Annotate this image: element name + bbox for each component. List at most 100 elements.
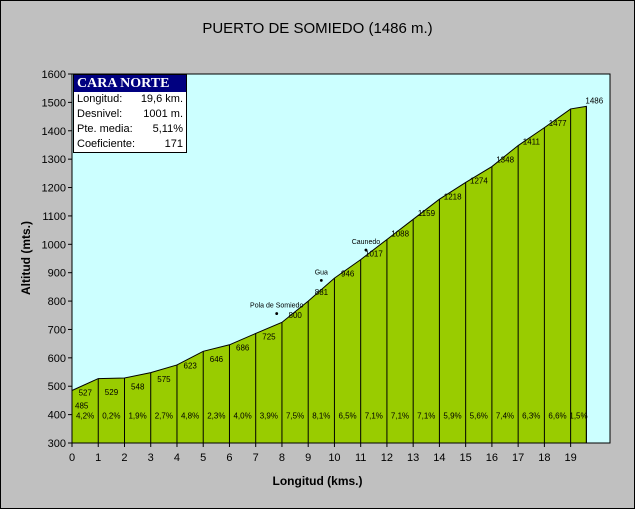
- info-row-pendiente: Pte. media: 5,11%: [74, 122, 186, 137]
- altitude-label: 527: [79, 389, 93, 398]
- info-row-coeficiente: Coeficiente: 171: [74, 137, 186, 152]
- altitude-label: 881: [315, 288, 329, 297]
- x-tick-label: 9: [305, 452, 311, 464]
- chart-title: PUERTO DE SOMIEDO (1486 m.): [202, 20, 433, 37]
- y-tick-label: 300: [48, 438, 66, 450]
- place-marker: [275, 312, 279, 315]
- place-marker: [364, 248, 368, 252]
- gradient-label: 7,1%: [365, 412, 383, 421]
- gradient-label: 1,5%: [569, 412, 587, 421]
- gradient-label: 3,9%: [260, 412, 278, 421]
- place-label: Pola de Somiedo: [250, 303, 303, 310]
- profile-area: [71, 105, 587, 444]
- altitude-label: 1218: [444, 192, 462, 201]
- y-tick-label: 1100: [42, 211, 66, 223]
- y-tick-label: 600: [48, 353, 66, 365]
- altitude-label: 1411: [523, 138, 541, 147]
- x-tick-label: 16: [486, 452, 498, 464]
- y-tick-label: 1400: [42, 126, 66, 138]
- x-tick-label: 15: [460, 452, 472, 464]
- gradient-label: 7,5%: [286, 412, 304, 421]
- gradient-label: 8,1%: [312, 412, 330, 421]
- x-tick-label: 2: [121, 452, 127, 464]
- gradient-label: 7,4%: [496, 412, 514, 421]
- gradient-label: 4,0%: [233, 412, 251, 421]
- info-value: 5,11%: [152, 123, 183, 135]
- info-label: Coeficiente:: [77, 138, 136, 150]
- place-marker: [319, 278, 323, 282]
- altitude-label: 1274: [470, 177, 488, 186]
- gradient-label: 2,3%: [207, 412, 225, 421]
- x-tick-label: 19: [565, 452, 577, 464]
- place-label: Gua: [315, 269, 328, 276]
- gradient-label: 6,6%: [548, 412, 566, 421]
- gradient-label: 7,1%: [391, 412, 409, 421]
- altitude-label: 1159: [418, 209, 436, 218]
- x-axis-label: Longitud (kms.): [272, 474, 363, 488]
- altitude-label: 1486: [585, 96, 603, 105]
- y-tick-label: 1600: [42, 69, 66, 81]
- x-tick-label: 3: [148, 452, 154, 464]
- y-tick-label: 1300: [42, 154, 66, 166]
- info-label: Longitud:: [77, 93, 123, 105]
- x-tick-label: 13: [407, 452, 419, 464]
- x-tick-label: 5: [200, 452, 206, 464]
- y-tick-label: 700: [48, 324, 66, 336]
- x-tick-label: 8: [279, 452, 285, 464]
- y-tick-label: 1500: [42, 97, 66, 109]
- gradient-label: 5,9%: [443, 412, 461, 421]
- place-label: Caunedo: [352, 239, 381, 246]
- altitude-label: 725: [262, 332, 276, 341]
- info-row-desnivel: Desnivel: 1001 m.: [74, 107, 186, 122]
- info-value: 19,6 km.: [140, 93, 183, 105]
- altitude-label: 646: [210, 355, 224, 364]
- info-label: Pte. media:: [77, 123, 133, 135]
- gradient-label: 5,6%: [470, 412, 488, 421]
- y-tick-label: 400: [48, 410, 66, 422]
- gradient-label: 4,8%: [181, 412, 199, 421]
- info-value: 1001 m.: [143, 108, 183, 120]
- gradient-label: 2,7%: [155, 412, 173, 421]
- info-box-header: CARA NORTE: [74, 75, 186, 92]
- y-tick-label: 1000: [42, 239, 66, 251]
- x-tick-label: 0: [69, 452, 75, 464]
- x-tick-label: 6: [226, 452, 232, 464]
- gradient-label: 7,1%: [417, 412, 435, 421]
- altitude-label: 548: [131, 383, 145, 392]
- altitude-label: 686: [236, 343, 250, 352]
- gradient-label: 6,5%: [338, 412, 356, 421]
- info-box: CARA NORTE Longitud: 19,6 km. Desnivel: …: [73, 74, 187, 153]
- y-tick-label: 900: [48, 268, 66, 280]
- altitude-label: 1088: [391, 229, 409, 238]
- x-tick-label: 4: [174, 452, 180, 464]
- info-label: Desnivel:: [77, 108, 123, 120]
- altitude-label: 946: [341, 270, 355, 279]
- altitude-label: 623: [184, 361, 198, 370]
- altitude-label: 575: [157, 375, 171, 384]
- x-tick-label: 18: [538, 452, 550, 464]
- x-tick-label: 12: [381, 452, 393, 464]
- altitude-label: 1348: [496, 156, 514, 165]
- y-tick-label: 500: [48, 381, 66, 393]
- altitude-label: 1017: [365, 249, 383, 258]
- x-tick-label: 7: [253, 452, 259, 464]
- info-value: 171: [164, 138, 183, 150]
- gradient-label: 1,9%: [128, 412, 146, 421]
- gradient-label: 0,2%: [102, 412, 120, 421]
- altitude-label: 485: [75, 401, 89, 410]
- altitude-label: 529: [105, 388, 119, 397]
- altitude-label: 1477: [549, 119, 567, 128]
- y-tick-label: 800: [48, 296, 66, 308]
- x-tick-label: 1: [95, 452, 101, 464]
- plot-border: [71, 73, 611, 444]
- gradient-label: 4,2%: [76, 412, 94, 421]
- x-tick-label: 11: [355, 452, 366, 464]
- info-row-longitud: Longitud: 19,6 km.: [74, 92, 186, 107]
- gradient-label: 6,3%: [522, 412, 540, 421]
- altitude-label: 800: [289, 311, 303, 320]
- x-tick-label: 17: [512, 452, 524, 464]
- y-axis-label: Altitud (mts.): [19, 221, 33, 295]
- x-tick-label: 10: [328, 452, 340, 464]
- y-tick-label: 1200: [42, 183, 66, 195]
- x-tick-label: 14: [433, 452, 445, 464]
